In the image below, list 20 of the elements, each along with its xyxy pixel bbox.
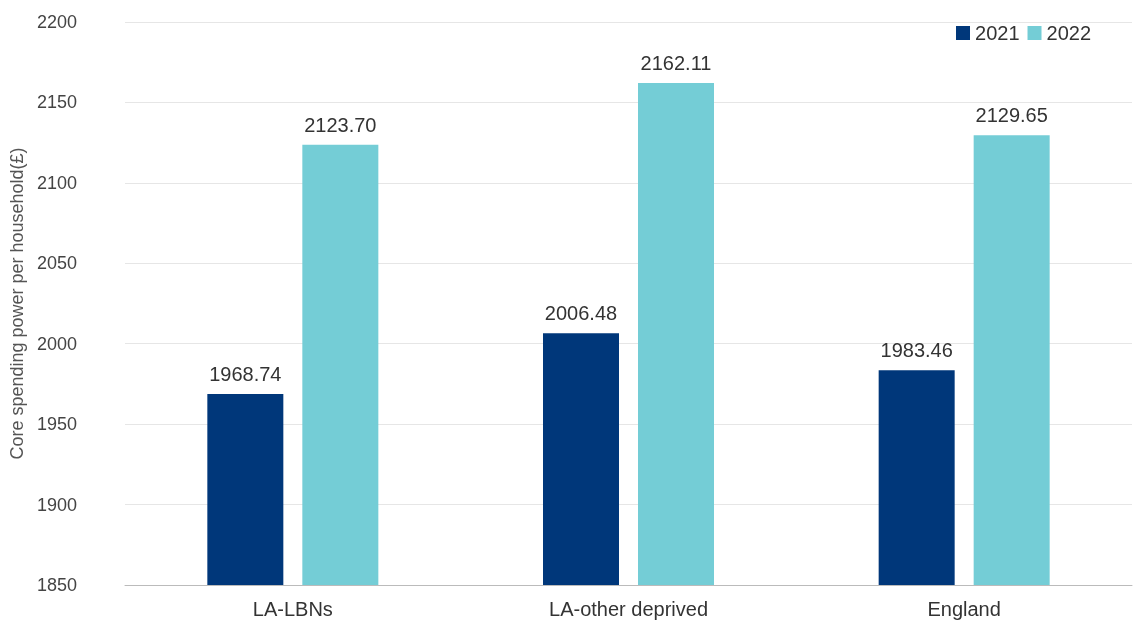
y-tick-label: 1850: [36, 575, 77, 595]
y-tick-label: 2100: [36, 172, 77, 193]
x-tick-label: England: [927, 598, 1001, 620]
data-label: 2129.65: [975, 104, 1048, 127]
y-tick-label: 2150: [36, 92, 77, 113]
x-tick-label: LA-LBNs: [252, 598, 333, 620]
legend-label: 2021: [975, 22, 1020, 44]
data-label: 2006.48: [544, 302, 618, 325]
y-tick-label: 1900: [36, 494, 77, 515]
legend-label: 2022: [1046, 22, 1092, 44]
data-label: 1983.46: [880, 339, 953, 362]
x-tick-label: LA-other deprived: [549, 598, 708, 620]
y-axis-title: Core spending power per household(£): [7, 147, 28, 460]
y-tick-label: 2000: [36, 333, 77, 354]
data-label: 2162.11: [640, 51, 712, 74]
data-label: 1968.74: [209, 363, 282, 385]
y-tick-label: 2050: [36, 253, 77, 274]
y-tick-label: 2200: [36, 12, 77, 32]
data-label: 2123.70: [304, 113, 377, 136]
y-tick-label: 1950: [36, 414, 77, 435]
